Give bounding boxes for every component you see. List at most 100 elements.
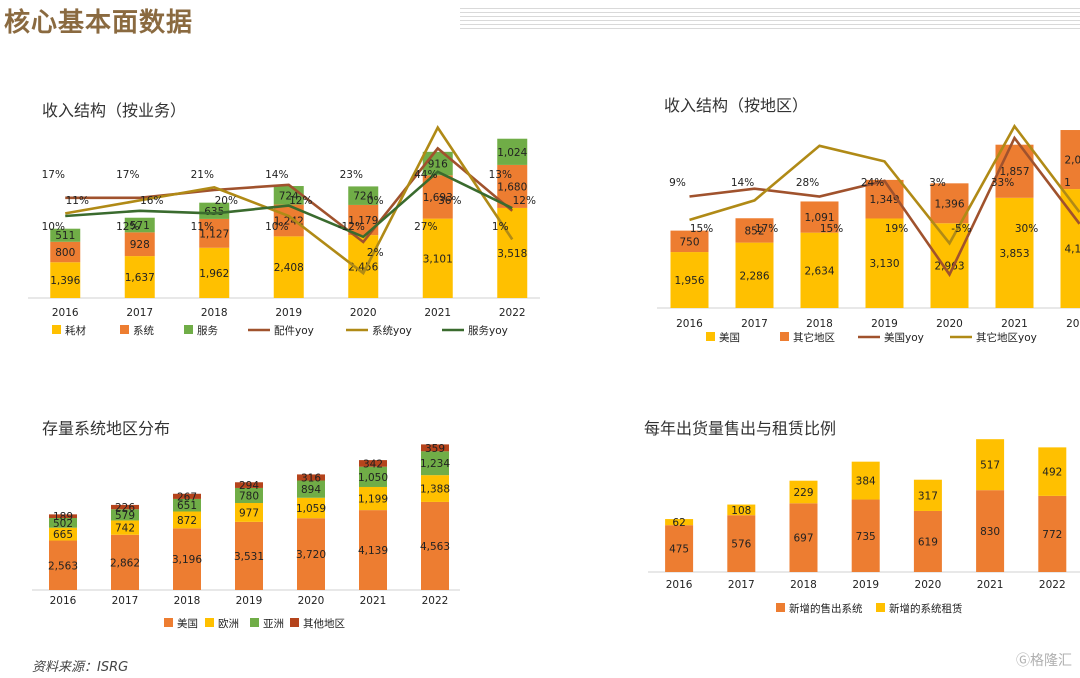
chart1-bar-label-2019-2: 724 <box>279 190 299 202</box>
chart3-tick-2020: 2020 <box>298 595 325 607</box>
chart3-legend-swatch-0 <box>164 618 173 627</box>
chart2-bar-2020-1 <box>930 183 969 224</box>
chart3-bar-2019-2 <box>235 487 263 503</box>
chart1-bar-2017-2 <box>124 217 155 233</box>
chart3-bar-label-2020-1: 1,059 <box>296 503 326 515</box>
chart3-bar-2016-2 <box>49 518 77 528</box>
watermark-logo: Ⓖ格隆汇 <box>1016 653 1072 669</box>
chart4-bar-2019-0 <box>851 499 880 572</box>
chart3-bar-label-2019-2: 780 <box>239 490 259 502</box>
chart2-yoy-label-3-0: 24% <box>861 177 884 189</box>
chart3-bar-2018-0 <box>173 528 201 590</box>
chart1-bar-2022-2 <box>497 138 528 165</box>
chart2-yoy-label-1-0: 14% <box>731 177 754 189</box>
chart3-legend-label-1: 欧洲 <box>218 618 239 630</box>
chart3-bar-label-2018-2: 651 <box>177 500 197 512</box>
chart2-bar-label-2018-1: 1,091 <box>804 212 834 224</box>
chart4-legend-swatch-0 <box>776 603 785 612</box>
chart1-legend-swatch-0 <box>52 325 61 334</box>
chart4-bar-label-2018-1: 229 <box>793 487 813 499</box>
chart2-yoy-label-3-1: 19% <box>885 223 908 235</box>
chart1-title: 收入结构（按业务） <box>42 101 187 120</box>
chart2-yoy-label-5-0: 33% <box>991 177 1014 189</box>
chart4-bar-label-2019-1: 384 <box>856 476 876 488</box>
chart4-bar-label-2022-0: 772 <box>1042 529 1062 541</box>
chart4-bar-2020-1 <box>913 479 942 511</box>
chart4-bar-2016-0 <box>665 525 694 572</box>
chart4-tick-2018: 2018 <box>790 579 817 591</box>
chart1-bar-label-2021-2: 916 <box>428 159 448 171</box>
chart1-bar-2018-0 <box>199 247 230 298</box>
chart4-bar-2017-0 <box>727 515 756 572</box>
chart2-tick-2021: 2021 <box>1001 318 1028 330</box>
chart1-tick-2021: 2021 <box>424 307 451 319</box>
chart4-bar-label-2017-1: 108 <box>731 505 751 517</box>
chart3-bar-label-2020-3: 316 <box>301 472 321 484</box>
chart4-bar-label-2019-0: 735 <box>856 531 876 543</box>
chart1-bar-2016-0 <box>50 262 81 298</box>
chart3-bar-2016-0 <box>49 540 77 590</box>
chart1-tick-2019: 2019 <box>275 307 302 319</box>
chart3-tick-2018: 2018 <box>174 595 201 607</box>
chart2-bar-label-2019-0: 3,130 <box>869 258 899 270</box>
chart1-legend-label-2: 服务 <box>197 324 218 337</box>
chart1-bar-2019-0 <box>273 236 304 298</box>
chart4-bar-label-2017-0: 576 <box>731 539 751 551</box>
chart1-yoy-label-5-1: 36% <box>438 195 461 207</box>
chart2-yoy-label-4-1: -5% <box>951 223 971 235</box>
chart2-bar-label-2016-0: 1,956 <box>674 275 704 287</box>
chart3-bar-2019-3 <box>235 482 263 488</box>
chart1-bar-2018-2 <box>199 202 230 219</box>
chart3-bar-2019-0 <box>235 521 263 590</box>
chart1-yoy-label-3-2: 10% <box>265 221 288 233</box>
chart3-bar-label-2021-0: 4,139 <box>358 545 388 557</box>
chart4-tick-2022: 2022 <box>1039 579 1066 591</box>
chart1-yoy-label-6-1: 12% <box>513 195 536 207</box>
chart3-bar-label-2019-3: 294 <box>239 480 259 492</box>
chart4-tick-2021: 2021 <box>977 579 1004 591</box>
chart2-bar-label-2018-0: 2,634 <box>804 265 834 277</box>
chart4-bar-2018-1 <box>789 480 818 504</box>
chart3-tick-2016: 2016 <box>50 595 77 607</box>
chart4-legend-label-0: 新增的售出系统 <box>789 602 863 615</box>
chart1-yoy-label-4-3: 2% <box>367 247 384 259</box>
chart2-legend-label-3: 其它地区yoy <box>976 331 1037 344</box>
chart3-bar-2022-2 <box>421 451 449 476</box>
chart2-tick-2016: 2016 <box>676 318 703 330</box>
chart4-legend-label-1: 新增的系统租赁 <box>889 602 963 615</box>
chart2-yoy-label-1-1: 17% <box>755 223 778 235</box>
chart1-yoy-label-5-2: 27% <box>414 221 437 233</box>
chart3-bar-2020-3 <box>297 474 325 481</box>
chart3-bar-label-2022-0: 4,563 <box>420 541 450 553</box>
chart3-bar-label-2016-1: 665 <box>53 529 73 541</box>
chart1-bar-label-2021-0: 3,101 <box>423 253 453 265</box>
chart1-bar-label-2017-2: 571 <box>130 220 150 232</box>
chart2-bar-label-2022-1: 2,065 <box>1064 155 1080 167</box>
chart3-bar-label-2022-1: 1,388 <box>420 484 450 496</box>
chart3-legend-swatch-1 <box>205 618 214 627</box>
chart3-bar-2020-1 <box>297 497 325 519</box>
chart1-legend-label-5: 服务yoy <box>468 324 508 337</box>
chart2-line-1 <box>689 123 1080 246</box>
chart4-tick-2020: 2020 <box>915 579 942 591</box>
chart2-bar-label-2017-0: 2,286 <box>739 270 769 282</box>
chart1-bar-label-2016-2: 511 <box>55 230 75 242</box>
chart2-bar-2021-0 <box>995 197 1034 308</box>
chart3-tick-2017: 2017 <box>112 595 139 607</box>
chart3-bar-label-2019-1: 977 <box>239 507 259 519</box>
chart2-bar-2019-0 <box>865 218 904 308</box>
chart1-yoy-label-2-1: 20% <box>215 195 238 207</box>
chart1-yoy-label-0-1: 11% <box>66 195 89 207</box>
chart1-bar-2021-0 <box>422 218 453 298</box>
chart2-yoy-label-4-0: 3% <box>929 177 946 189</box>
chart4-bar-label-2018-0: 697 <box>793 533 813 545</box>
chart1-bar-2018-1 <box>199 218 230 248</box>
chart3-bar-2020-2 <box>297 480 325 498</box>
chart2-bar-2022-1 <box>1060 130 1080 190</box>
chart1-legend-label-0: 耗材 <box>65 324 86 337</box>
chart4-bar-2021-0 <box>976 490 1005 572</box>
chart2-line-0 <box>689 135 1080 278</box>
chart1-bar-2016-2 <box>50 228 81 242</box>
chart2-bar-label-2021-1: 1,857 <box>999 166 1029 178</box>
